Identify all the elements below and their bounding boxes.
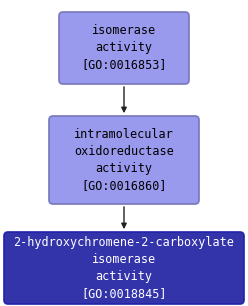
FancyBboxPatch shape (4, 232, 244, 304)
Text: intramolecular
oxidoreductase
activity
[GO:0016860]: intramolecular oxidoreductase activity [… (74, 128, 174, 192)
Text: 2-hydroxychromene-2-carboxylate
isomerase
activity
[GO:0018845]: 2-hydroxychromene-2-carboxylate isomeras… (14, 236, 234, 300)
FancyBboxPatch shape (49, 116, 199, 204)
Text: isomerase
activity
[GO:0016853]: isomerase activity [GO:0016853] (81, 24, 167, 72)
FancyBboxPatch shape (59, 12, 189, 84)
